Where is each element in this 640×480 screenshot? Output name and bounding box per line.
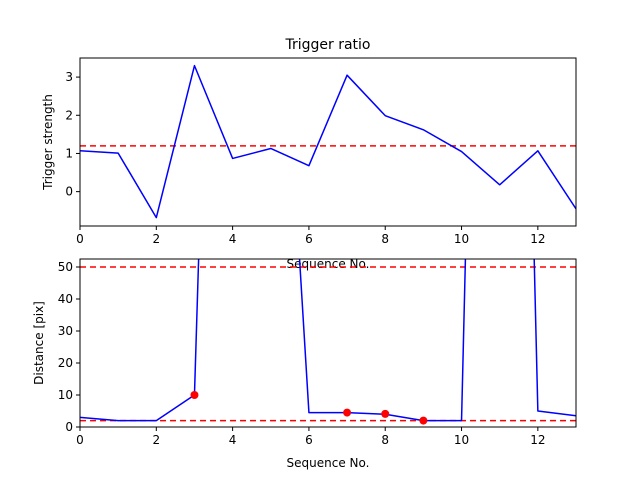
y-tick-label: 10: [58, 388, 73, 402]
x-tick-label: 2: [152, 433, 160, 447]
x-tick-label: 6: [305, 232, 313, 246]
data-point-marker: [381, 409, 390, 418]
axes-frame: [79, 57, 577, 227]
x-tick-label: 8: [381, 232, 389, 246]
x-axis-label: Sequence No.: [287, 456, 370, 470]
plot-area: [80, 259, 576, 425]
y-axis-ticks: 0 1 2 3: [65, 70, 80, 199]
x-tick-label: 10: [454, 232, 469, 246]
y-tick-label: 30: [58, 324, 73, 338]
x-tick-label: 8: [381, 433, 389, 447]
x-axis-ticks: 0 2 4 6 8 10 12: [76, 226, 545, 246]
chart-title: Trigger ratio: [284, 37, 370, 53]
x-tick-label: 12: [530, 232, 545, 246]
x-tick-label: 12: [530, 433, 545, 447]
y-axis-label: Trigger strength: [41, 94, 55, 191]
y-tick-label: 2: [65, 108, 73, 122]
y-tick-label: 50: [58, 260, 73, 274]
x-tick-label: 0: [76, 232, 84, 246]
series-line: [80, 64, 576, 219]
y-axis-ticks: 0 10 20 30 40 50: [58, 260, 80, 434]
data-point-marker: [343, 408, 352, 417]
y-tick-label: 3: [65, 70, 73, 84]
series-line: [80, 259, 576, 422]
x-tick-label: 4: [229, 433, 237, 447]
x-tick-label: 0: [76, 433, 84, 447]
y-tick-label: 1: [65, 146, 73, 160]
chart-distance: 0 2 4 6 8 10 12 0 10 20 30 40 50 Distance [pix] Seq…: [0, 256, 640, 470]
separator: [0, 256, 640, 259]
x-tick-label: 4: [229, 232, 237, 246]
x-tick-label: 2: [152, 232, 160, 246]
x-axis-label: Sequence No.: [287, 257, 370, 271]
x-tick-label: 10: [454, 433, 469, 447]
y-tick-label: 0: [65, 420, 73, 434]
y-tick-label: 40: [58, 292, 73, 306]
y-axis-label: Distance [pix]: [32, 301, 46, 385]
x-tick-label: 6: [305, 433, 313, 447]
axes-frame: [79, 258, 577, 428]
y-tick-label: 20: [58, 356, 73, 370]
y-tick-label: 0: [65, 185, 73, 199]
x-axis-ticks: 0 2 4 6 8 10 12: [76, 427, 545, 447]
data-point-marker: [190, 391, 199, 399]
data-point-marker: [419, 416, 428, 425]
plot-area: [80, 64, 576, 219]
